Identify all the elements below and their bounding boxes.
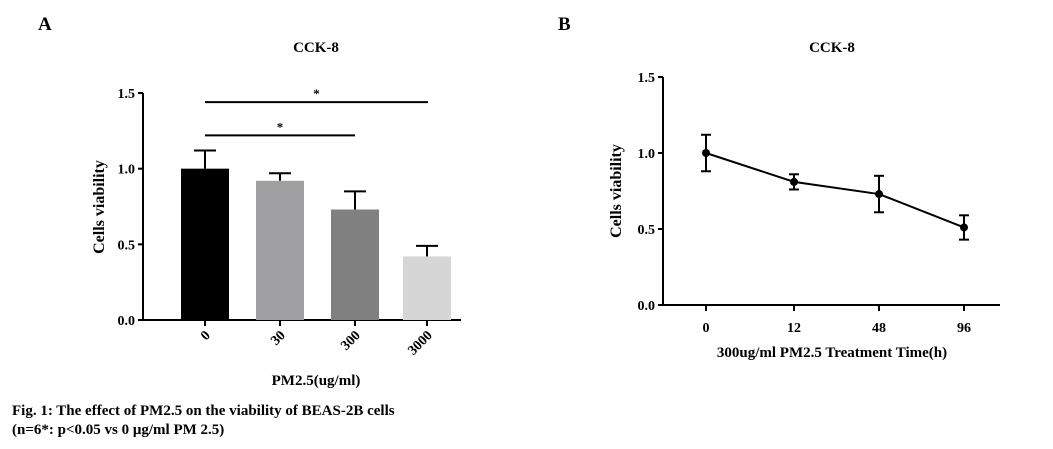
chart-a-ylabel: Cells viability <box>91 160 108 254</box>
data-point-96 <box>960 223 968 232</box>
bar-30 <box>256 180 304 320</box>
chart-a-xlabel: PM2.5(ug/ml) <box>272 373 361 389</box>
data-point-48 <box>875 190 883 199</box>
chart-b: 0.0 0.5 1.0 1.5 0 12 48 96 <box>638 71 1000 336</box>
x-tick-label: 300 <box>338 328 363 353</box>
chart-a-title: CCK-8 <box>293 40 339 56</box>
panel-label-a: A <box>38 14 52 35</box>
x-tick-label: 48 <box>872 321 886 336</box>
y-tick-label: 0.0 <box>118 314 136 329</box>
x-tick-label: 30 <box>268 328 289 349</box>
chart-b-xlabel: 300ug/ml PM2.5 Treatment Time(h) <box>717 345 947 361</box>
y-tick-label: 0.5 <box>118 238 136 253</box>
chart-a: 0.0 0.5 1.0 1.5 0 30 300 3000 * * <box>118 86 461 359</box>
bar-0 <box>181 168 229 320</box>
significance-star: * <box>313 86 320 101</box>
x-tick-label: 96 <box>957 321 971 336</box>
y-tick-label: 1.5 <box>638 71 656 86</box>
bar-300 <box>331 209 379 320</box>
significance-star: * <box>277 119 284 134</box>
chart-b-ylabel: Cells viability <box>608 144 625 238</box>
x-tick-label: 12 <box>787 321 801 336</box>
caption-line-2: (n=6*: p<0.05 vs 0 μg/ml PM 2.5) <box>12 422 225 438</box>
x-tick-label: 0 <box>703 321 710 336</box>
x-tick-label: 0 <box>198 328 214 344</box>
caption-line-1: Fig. 1: The effect of PM2.5 on the viabi… <box>12 403 395 419</box>
data-point-12 <box>790 177 798 186</box>
y-tick-label: 1.0 <box>118 163 136 178</box>
y-tick-label: 0.0 <box>638 299 656 314</box>
y-tick-label: 1.0 <box>638 147 656 162</box>
bar-3000 <box>403 256 451 320</box>
figure-caption: Fig. 1: The effect of PM2.5 on the viabi… <box>12 402 395 440</box>
y-tick-label: 1.5 <box>118 87 136 102</box>
y-tick-label: 0.5 <box>638 223 656 238</box>
data-point-0 <box>702 149 710 157</box>
x-tick-label: 3000 <box>405 328 435 358</box>
chart-b-title: CCK-8 <box>809 40 855 56</box>
panel-label-b: B <box>558 14 571 35</box>
series-line <box>705 152 965 229</box>
